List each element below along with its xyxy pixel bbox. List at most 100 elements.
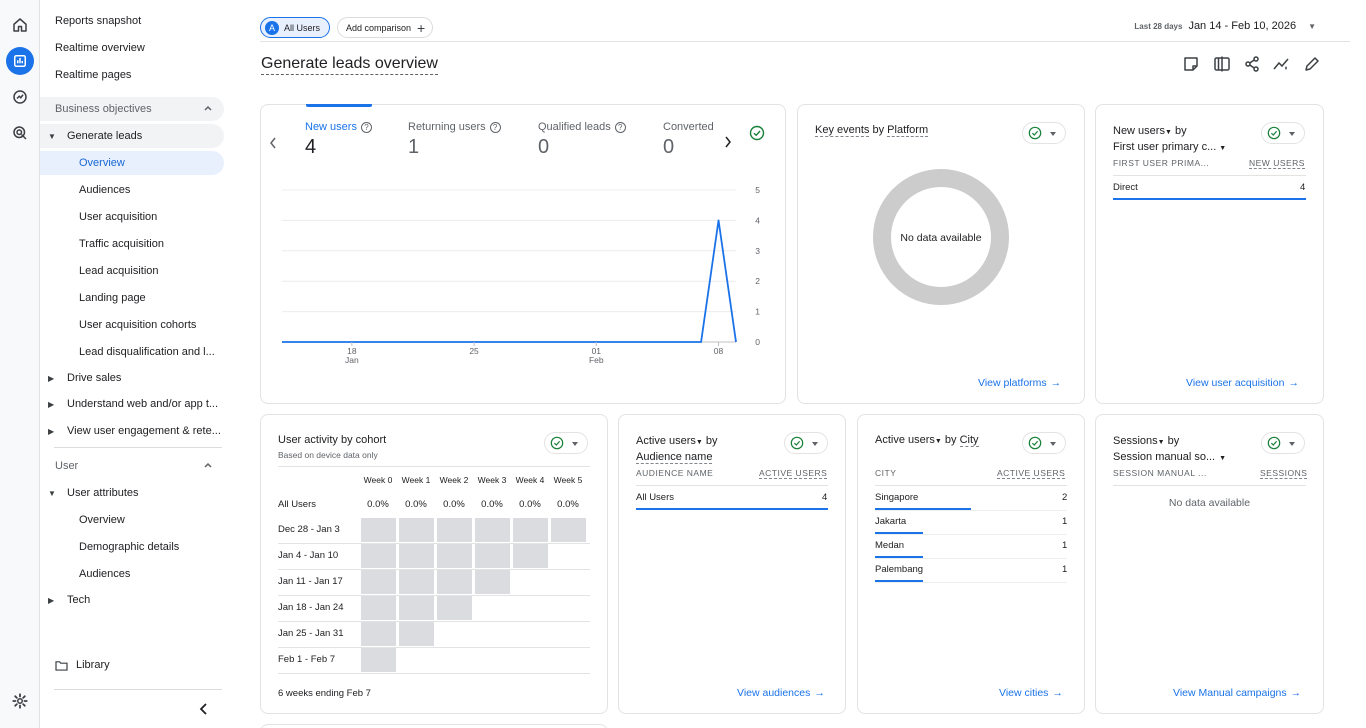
gear-icon[interactable]	[6, 687, 34, 715]
home-icon[interactable]	[6, 11, 34, 39]
help-icon[interactable]: ?	[360, 121, 372, 133]
section-business-objectives[interactable]: Business objectives	[40, 97, 224, 121]
column-header: FIRST USER PRIMA...	[1113, 158, 1210, 168]
metric-tab-returning-users[interactable]: Returning users?	[408, 121, 501, 133]
sidebar-item-overview[interactable]: Overview	[40, 151, 224, 175]
table-cell: 1	[1062, 564, 1068, 575]
cohort-row-label: Dec 28 - Jan 3	[278, 524, 340, 535]
compare-icon[interactable]	[1213, 55, 1231, 73]
sidebar-item-user-acquisition-cohorts[interactable]: User acquisition cohorts	[40, 313, 224, 337]
chevron-right-icon[interactable]	[723, 135, 733, 149]
sidebar-item-generate-leads[interactable]: ▼ Generate leads	[40, 124, 224, 148]
sidebar-item-realtime-pages[interactable]: Realtime pages	[40, 63, 224, 87]
sidebar-item-label: Audiences	[79, 568, 131, 580]
compare-toggle[interactable]	[1022, 122, 1066, 144]
cohort-cell-value: 0.0%	[405, 499, 427, 510]
sidebar-item-user-acquisition[interactable]: User acquisition	[40, 205, 224, 229]
table-cell: 1	[1062, 516, 1068, 527]
metric-tab-new-users[interactable]: New users?	[305, 121, 372, 133]
help-icon[interactable]: ?	[489, 121, 501, 133]
sidebar-item-drive-sales[interactable]: ▶ Drive sales	[40, 366, 224, 390]
sidebar-item-library[interactable]: Library	[40, 653, 224, 677]
edit-comparisons-icon[interactable]	[1182, 55, 1200, 73]
dimension-selector[interactable]: Platform	[887, 124, 929, 137]
compare-toggle[interactable]	[544, 432, 588, 454]
column-header[interactable]: NEW USERS	[1249, 158, 1305, 169]
help-icon[interactable]: ?	[614, 121, 626, 133]
metric-selector[interactable]: Active users	[875, 434, 935, 446]
value-bar	[875, 508, 971, 510]
sidebar-item-lead-acquisition[interactable]: Lead acquisition	[40, 259, 224, 283]
compare-toggle[interactable]	[1261, 432, 1305, 454]
column-header: SESSION MANUAL ...	[1113, 468, 1207, 478]
segment-chip-all-users[interactable]: A All Users	[260, 17, 330, 38]
column-header[interactable]: ACTIVE USERS	[997, 468, 1066, 479]
compare-toggle[interactable]	[1022, 432, 1066, 454]
sidebar-item-user-attributes[interactable]: ▼ User attributes	[40, 481, 224, 505]
sidebar-item-tech[interactable]: ▶ Tech	[40, 588, 224, 612]
sidebar-item-realtime-overview[interactable]: Realtime overview	[40, 36, 224, 60]
explore-icon[interactable]	[6, 83, 34, 111]
y-tick-label: 0	[755, 337, 760, 347]
metric-tab-qualified-leads[interactable]: Qualified leads?	[538, 121, 626, 133]
dimension-selector[interactable]: City	[959, 434, 979, 447]
sidebar-item-traffic-acquisition[interactable]: Traffic acquisition	[40, 232, 224, 256]
pencil-icon[interactable]	[1303, 55, 1321, 73]
cohort-cell	[361, 622, 396, 646]
y-tick-label: 1	[755, 307, 760, 317]
sidebar-item-user-audiences[interactable]: Audiences	[40, 562, 224, 586]
metric-selector[interactable]: New users	[1113, 125, 1165, 137]
advertising-icon[interactable]	[6, 119, 34, 147]
column-header[interactable]: SESSIONS	[1260, 468, 1308, 479]
section-user[interactable]: User	[40, 454, 224, 478]
chevron-left-icon[interactable]	[268, 136, 278, 150]
view-audiences-link[interactable]: View audiences →	[737, 687, 825, 699]
metric-selector[interactable]: Active users	[636, 435, 696, 447]
sidebar-item-landing-page[interactable]: Landing page	[40, 286, 224, 310]
dimension-selector[interactable]: First user primary c...	[1113, 141, 1217, 153]
cohort-row-label: Feb 1 - Feb 7	[278, 654, 336, 665]
view-cities-link[interactable]: View cities →	[999, 687, 1063, 699]
compare-toggle[interactable]	[784, 432, 828, 454]
link-label: View platforms	[978, 377, 1047, 389]
date-range-picker[interactable]: Last 28 days Jan 14 - Feb 10, 2026 ▼	[1134, 20, 1316, 32]
column-header[interactable]: ACTIVE USERS	[759, 468, 828, 479]
dimension-selector[interactable]: Session manual so...	[1113, 451, 1216, 463]
cohort-cell	[475, 518, 510, 542]
collapse-sidebar-icon[interactable]	[198, 702, 210, 716]
cohort-cell	[437, 518, 472, 542]
sidebar-item-label: Traffic acquisition	[79, 238, 164, 250]
add-comparison-button[interactable]: Add comparison +	[337, 17, 433, 38]
sidebar-item-lead-disqualification[interactable]: Lead disqualification and l...	[40, 340, 224, 364]
sidebar-item-understand-web[interactable]: ▶ Understand web and/or app t...	[40, 392, 224, 416]
metric-selector[interactable]: Key events	[815, 124, 870, 137]
link-label: View user acquisition	[1186, 377, 1285, 389]
metric-tab-converted[interactable]: Converted	[663, 121, 714, 133]
empty-donut-chart	[873, 169, 1009, 305]
sidebar-item-user-overview[interactable]: Overview	[40, 508, 224, 532]
chevron-up-icon	[204, 462, 212, 468]
compare-toggle[interactable]	[1261, 122, 1305, 144]
y-tick-label: 5	[755, 185, 760, 195]
dimension-selector[interactable]: Audience name	[636, 451, 713, 464]
metric-selector[interactable]: Sessions	[1113, 435, 1158, 447]
sidebar-item-user-engagement[interactable]: ▶ View user engagement & rete...	[40, 419, 224, 443]
sidebar-item-audiences[interactable]: Audiences	[40, 178, 224, 202]
page-title[interactable]: Generate leads overview	[261, 55, 438, 75]
cohort-subtitle: Based on device data only	[278, 450, 378, 460]
sidebar-item-reports-snapshot[interactable]: Reports snapshot	[40, 9, 224, 33]
check-circle-icon[interactable]	[749, 125, 765, 141]
cohort-cell	[361, 518, 396, 542]
insights-icon[interactable]	[1272, 55, 1290, 73]
y-tick-label: 2	[755, 276, 760, 286]
reports-icon[interactable]	[6, 47, 34, 75]
view-platforms-link[interactable]: View platforms →	[978, 377, 1061, 389]
sidebar-item-demographic-details[interactable]: Demographic details	[40, 535, 224, 559]
dropdown-arrow-icon: ▼	[1157, 439, 1165, 446]
section-label: Business objectives	[55, 103, 152, 115]
link-label: View Manual campaigns	[1173, 687, 1287, 699]
share-icon[interactable]	[1243, 55, 1261, 73]
metric-value: 0	[663, 136, 675, 158]
view-manual-campaigns-link[interactable]: View Manual campaigns →	[1173, 687, 1301, 699]
view-user-acquisition-link[interactable]: View user acquisition →	[1186, 377, 1299, 389]
